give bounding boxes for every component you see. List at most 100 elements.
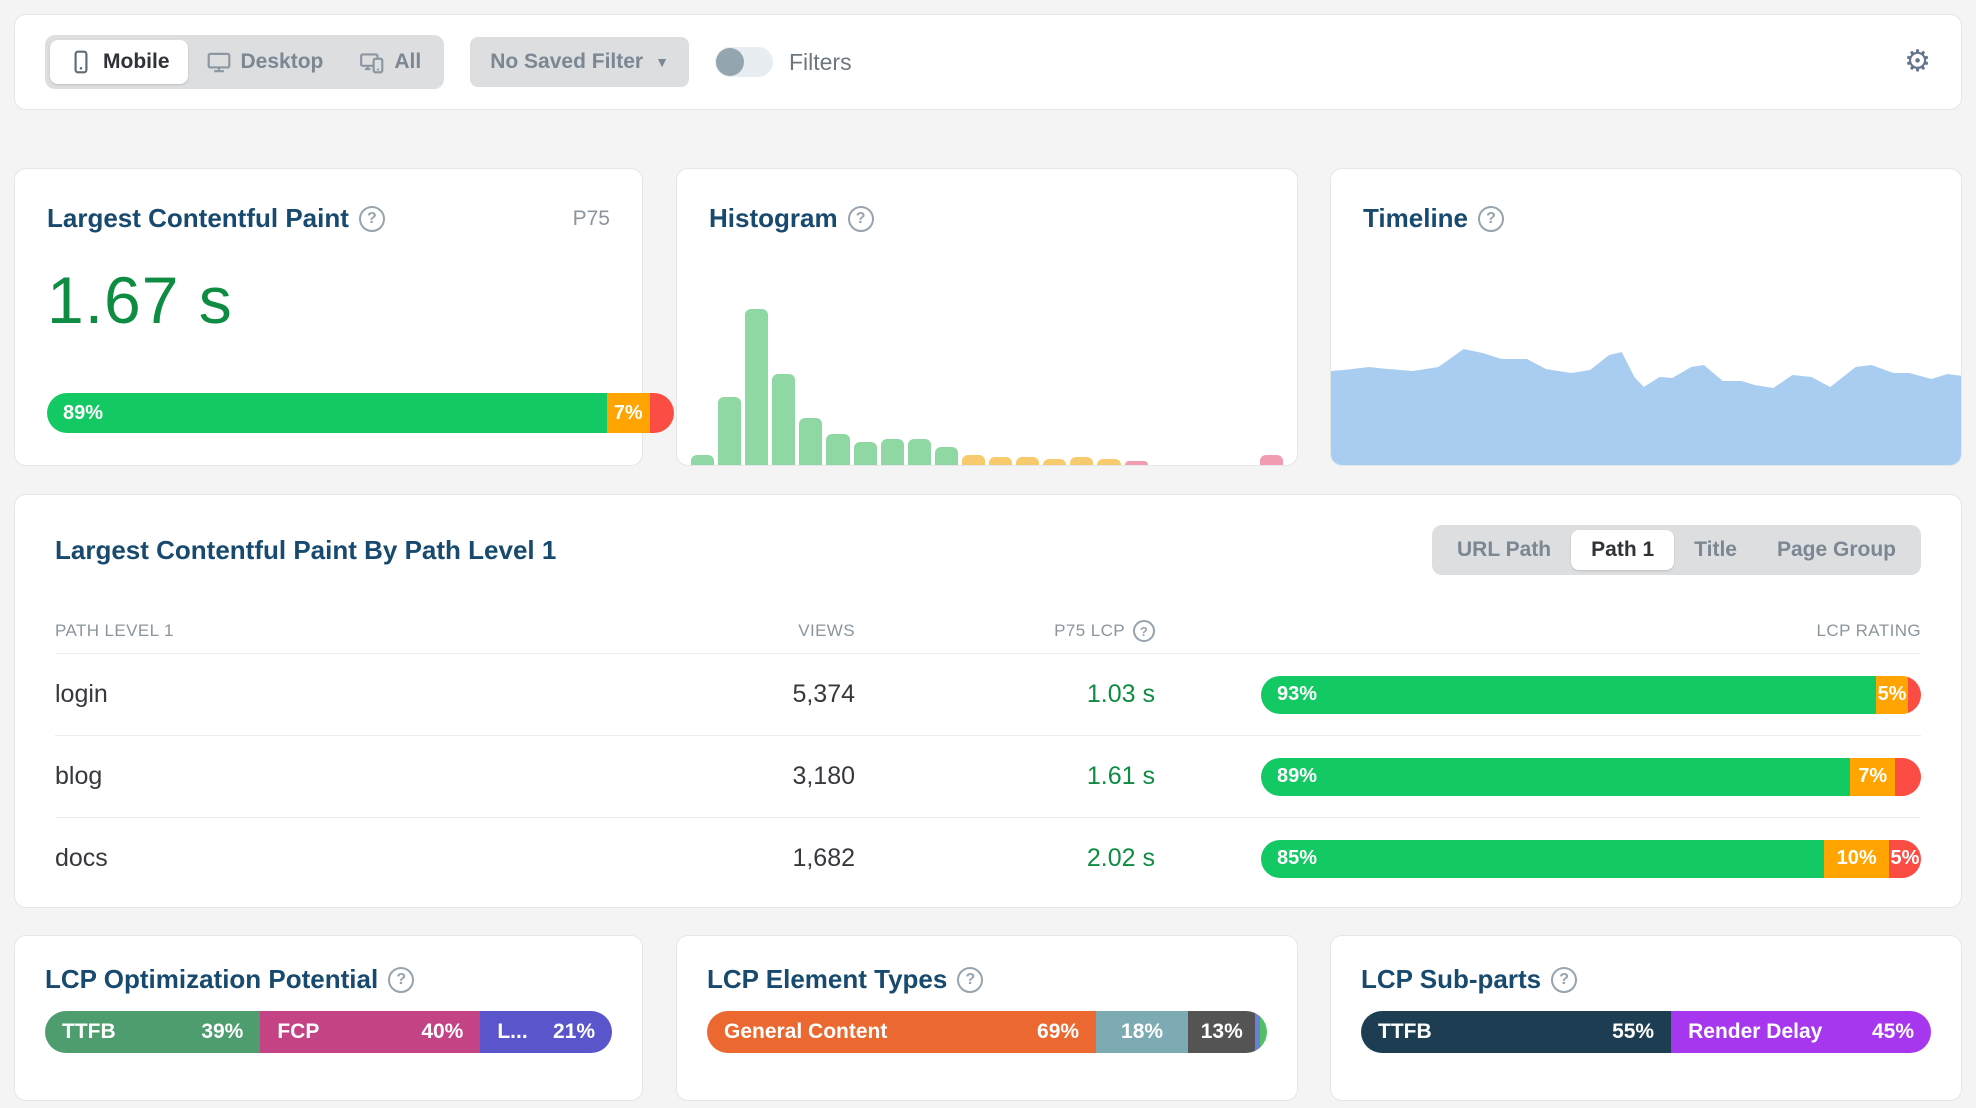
histogram-bar [1259,454,1284,465]
bar-segment: 5% [1875,675,1909,714]
p75-cell: 1.61 s [1086,762,1155,790]
settings-gear-icon[interactable]: ⚙ [1904,45,1931,78]
histogram-bar [826,433,850,465]
device-segmented-control: Mobile Desktop All [45,35,445,89]
timeline-area [1331,349,1961,465]
timeline-chart [1331,349,1961,465]
mobile-icon [74,50,88,74]
tab-title[interactable]: Title [1674,530,1757,570]
device-tab-label: Desktop [240,50,324,73]
views-cell: 1,682 [792,844,855,872]
histogram-bar [718,397,742,465]
desktop-icon [207,52,230,73]
histogram-bar [745,309,769,465]
histogram-bar [1043,458,1067,465]
lcp-value: 1.67 s [47,263,233,337]
help-icon[interactable]: ? [847,205,874,232]
bar-segment: L... 21% [480,1011,612,1053]
lcp-kpi-card: Largest Contentful Paint ? P75 1.67 s 89… [14,168,674,466]
lcp-optimization-card: LCP Optimization Potential ? TTFB 39% FCP 4… [14,935,643,1101]
bar-segment: Render Delay 45% [1671,1011,1931,1053]
lcp-rating-bar: 89% 7% [1261,757,1921,796]
lcp-rating-bar: 85% 10% 5% [1261,839,1921,878]
card-title: LCP Optimization Potential [45,964,379,994]
device-tab-mobile[interactable]: Mobile [50,40,188,84]
tab-path-1[interactable]: Path 1 [1571,530,1675,570]
bar-segment: 5% [1888,839,1921,878]
path-cell: login [55,680,108,708]
table-row-docs[interactable]: docs 1,682 2.02 s 85% 10% 5% [55,817,1921,899]
histogram-bar [961,454,986,465]
device-tab-desktop[interactable]: Desktop [188,40,342,84]
bar-segment [649,393,674,433]
lcp-rating-bar: 93% 5% [1261,675,1921,714]
lcp-subparts-card: LCP Sub-parts ? TTFB 55% Render Delay 45% [1330,935,1962,1101]
bar-segment: 13% [1188,1011,1256,1053]
histogram-bar [853,441,877,465]
tab-url-path[interactable]: URL Path [1437,530,1571,570]
tab-label: Path 1 [1591,538,1655,561]
filters-toggle-wrap: Filters [714,47,852,77]
saved-filter-label: No Saved Filter [490,50,644,73]
path-tab-control: URL Path Path 1 Title Page Group [1432,525,1921,575]
col-p75-lcp: P75 LCP ? [855,620,1155,642]
bar-segment: TTFB 39% [45,1011,261,1053]
help-icon[interactable]: ? [1478,205,1505,232]
optimization-bar: TTFB 39% FCP 40% L... 21% [45,1011,612,1053]
bar-segment: 89% [1261,757,1851,796]
help-icon[interactable]: ? [957,966,984,993]
p75-badge: P75 [572,206,610,230]
histogram-bar [799,418,823,465]
tab-label: Page Group [1776,538,1896,561]
card-title: Largest Contentful Paint [47,203,349,233]
histogram-bars [691,205,1284,465]
toggle-knob [715,48,744,76]
path-cell: blog [55,762,103,790]
col-lcp-rating: LCP RATING [1816,621,1921,640]
help-icon[interactable]: ? [1551,966,1578,993]
table-row-login[interactable]: login 5,374 1.03 s 93% 5% [55,653,1921,735]
help-icon[interactable]: ? [358,205,385,232]
filters-toggle-label: Filters [788,48,852,75]
card-title: Timeline [1363,203,1469,233]
bar-segment: 7% [1850,757,1896,796]
views-cell: 3,180 [792,762,855,790]
device-tab-label: Mobile [103,50,170,73]
device-tab-label: All [394,50,422,73]
histogram-bar [1097,458,1121,465]
chevron-down-icon: ▼ [655,54,669,70]
histogram-bar [691,454,715,465]
lcp-by-path-card: Largest Contentful Paint By Path Level 1… [14,494,1962,908]
bar-segment [1260,1011,1267,1053]
saved-filter-dropdown[interactable]: No Saved Filter ▼ [470,37,689,87]
col-path-level: PATH LEVEL 1 [55,621,174,640]
table-header-row: PATH LEVEL 1 VIEWS P75 LCP ? LCP RATING [55,609,1921,653]
table-row-blog[interactable]: blog 3,180 1.61 s 89% 7% [55,735,1921,817]
histogram-bar [772,374,796,465]
bar-segment: 10% [1824,839,1889,878]
bar-segment [1908,675,1921,714]
help-icon[interactable]: ? [1133,620,1155,642]
bar-segment: FCP 40% [260,1011,481,1053]
bar-segment: 93% [1261,675,1876,714]
bar-segment: 7% [606,393,650,433]
histogram-bar [880,439,904,465]
filters-toggle[interactable] [714,47,773,77]
histogram-bar [1124,461,1148,465]
all-devices-icon [360,53,384,74]
views-cell: 5,374 [792,680,855,708]
card-title: LCP Element Types [707,964,948,994]
tab-page-group[interactable]: Page Group [1757,530,1916,570]
histogram-bar [907,439,931,465]
histogram-bar [989,457,1013,465]
histogram-bar [1016,457,1040,465]
help-icon[interactable]: ? [388,966,415,993]
bar-segment: General Content 69% [707,1011,1097,1053]
bar-segment [1895,757,1921,796]
subparts-bar: TTFB 55% Render Delay 45% [1361,1011,1931,1053]
card-title: Histogram [709,203,838,233]
toolbar: Mobile Desktop All No Saved Filter ▼ Fil… [14,14,1962,110]
device-tab-all[interactable]: All [341,40,439,84]
histogram-bar [1070,457,1094,465]
bar-segment: 85% [1261,839,1825,878]
